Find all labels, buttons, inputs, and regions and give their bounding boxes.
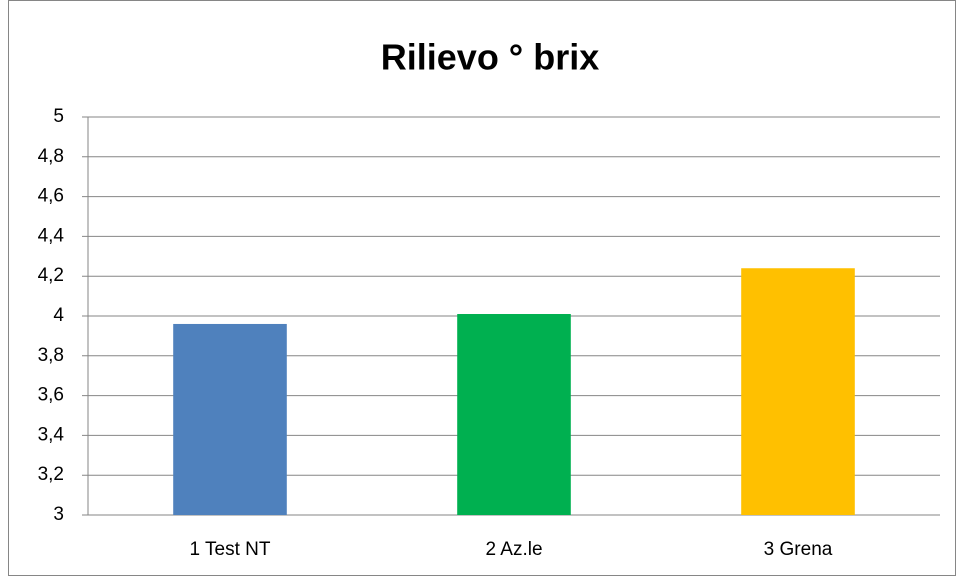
x-tick-label: 3 Grena: [764, 539, 833, 560]
y-tick-label: 4: [53, 305, 64, 326]
y-tick-label: 3,4: [38, 424, 65, 445]
x-tick-label: 1 Test NT: [190, 539, 271, 560]
y-tick-label: 4,8: [38, 146, 64, 167]
y-tick-label: 3: [53, 504, 64, 525]
y-tick-label: 4,6: [38, 186, 64, 207]
y-tick-label: 3,6: [38, 385, 64, 406]
bar: [457, 314, 571, 515]
y-tick-label: 3,8: [38, 345, 64, 366]
y-tick-label: 5: [53, 106, 64, 127]
y-tick-label: 4,2: [38, 265, 64, 286]
bar: [173, 323, 287, 515]
y-tick-label: 4,4: [38, 225, 65, 246]
chart-title: Rilievo ° brix: [381, 37, 599, 78]
y-tick-label: 3,2: [38, 464, 64, 485]
bar: [741, 268, 855, 515]
x-tick-label: 2 Az.le: [485, 539, 542, 560]
